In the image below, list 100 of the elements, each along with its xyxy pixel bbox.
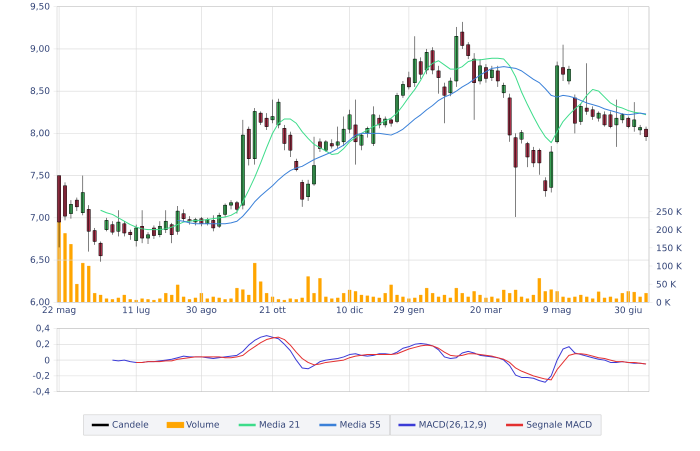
legend-label: MACD(26,12,9) [420,420,486,429]
bar [596,292,600,302]
candlestick [92,228,97,246]
candlestick [110,220,114,235]
candlestick [590,106,595,120]
candlestick [74,197,79,212]
y2-tick-label: 100 K [657,262,682,270]
candlestick [436,66,440,94]
candlestick [276,98,280,129]
y2-tick-label: 200 K [656,226,682,234]
y-tick-label: 7,50 [30,172,50,180]
bar [264,293,268,302]
bar [614,298,618,302]
y-tick-label: 6,00 [30,298,50,306]
bar [306,276,310,302]
bar [104,298,108,302]
y-tick-label: 9,50 [30,2,50,11]
bar [520,296,524,302]
bar [146,299,150,302]
candlestick [596,111,601,122]
candlestick [502,82,506,98]
bar [442,294,446,302]
candlestick [526,142,530,168]
candlestick [608,111,612,129]
bar [282,300,286,302]
bar [75,284,79,302]
y-tick-label: 0,2 [36,340,50,348]
bar [324,296,328,302]
bar [69,244,73,302]
bar [413,298,416,302]
candlestick [478,58,482,85]
candlestick [336,126,340,149]
bar [496,298,500,302]
candlestick [412,36,417,88]
bar [259,281,262,302]
candlestick [134,224,138,247]
candlestick [472,52,476,120]
candlestick [104,218,108,232]
bar [484,298,488,302]
candlestick [460,22,464,50]
bar [229,298,233,302]
candlestick [406,71,411,90]
candlestick [514,133,518,218]
bar [348,290,352,302]
bar [360,294,364,302]
candlestick [348,109,352,134]
bar [354,291,358,302]
candlestick [466,42,470,60]
bar [638,296,642,302]
candlestick [306,180,310,202]
legend-label: Media 55 [340,420,380,428]
y-tick-label: 0 [44,356,50,364]
candlestick [614,99,618,148]
bar [538,278,541,302]
legend-label: Candele [112,420,148,428]
y-tick-label: 7,00 [30,214,50,222]
candlestick [484,64,488,83]
candlestick [508,93,512,142]
candlestick [638,124,642,136]
candlestick [620,112,624,124]
y-tick-label: 6,50 [30,256,50,264]
y2-tick-label: 250 K [656,208,682,215]
candlestick [324,140,328,152]
candlestick [158,220,162,238]
y-tick-label: 0,4 [36,324,50,332]
candlestick [555,61,560,144]
bar [140,298,144,302]
candlestick [240,120,245,210]
y-tick-label: 8,50 [30,87,50,95]
bar [98,294,102,302]
candlestick [300,180,304,208]
candlestick [140,210,144,244]
bar [235,288,239,302]
bar [194,298,198,302]
bar [294,299,298,302]
bar [218,298,221,302]
x-tick-label: 10 dic [336,306,363,314]
bar [448,298,452,302]
bar [466,296,470,302]
bar [81,262,84,302]
candlestick [561,44,565,82]
bar [188,299,192,302]
bar [532,294,536,302]
bar [436,296,440,302]
bar [425,288,428,302]
bar [430,293,434,302]
candlestick [584,63,589,116]
bar [342,293,346,302]
bar [544,291,547,302]
bar [164,293,168,302]
bar [502,290,506,302]
candlestick [312,136,316,186]
candlestick [116,210,120,237]
bar [389,284,393,302]
candlestick [182,209,186,222]
candlestick [520,130,524,144]
bar [170,294,174,302]
candlestick [342,116,346,146]
y-tick-label: 8,00 [30,130,50,138]
candlestick [401,80,405,98]
